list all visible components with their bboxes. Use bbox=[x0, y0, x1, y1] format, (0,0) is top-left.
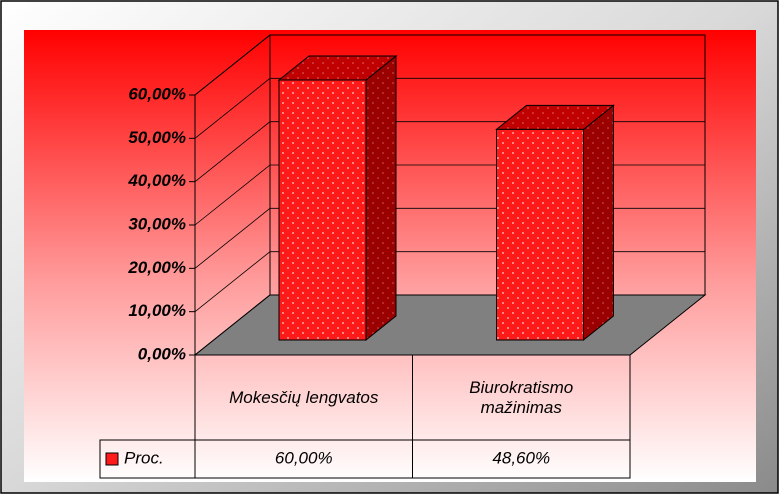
x-tick-label: Biurokratismo mažinimas bbox=[469, 377, 574, 417]
y-tick-label: 0,00% bbox=[138, 344, 186, 363]
bar bbox=[496, 128, 584, 341]
category-cell: Mokesčių lengvatos bbox=[229, 387, 379, 407]
y-tick-label: 40,00% bbox=[127, 171, 186, 190]
bar bbox=[278, 79, 367, 341]
data-label: 48,60% bbox=[492, 448, 550, 467]
bar-side bbox=[365, 54, 397, 342]
y-tick-label: 30,00% bbox=[128, 214, 186, 233]
category-cell: Biurokratismo mažinimas bbox=[469, 377, 574, 417]
y-tick-label: 50,00% bbox=[128, 128, 186, 147]
bar-side bbox=[583, 104, 614, 342]
data-label: 60,00% bbox=[275, 448, 333, 467]
table-cell bbox=[412, 439, 631, 479]
x-tick-label: Mokesčių lengvatos bbox=[229, 387, 379, 407]
floor bbox=[193, 294, 707, 356]
grid-line bbox=[194, 34, 705, 96]
legend-label: Proc. bbox=[124, 448, 164, 467]
legend-swatch bbox=[105, 452, 119, 466]
y-tick-label: 60,00% bbox=[128, 84, 186, 103]
y-tick-label: 20,00% bbox=[127, 258, 186, 277]
y-tick-label: 10,00% bbox=[128, 301, 186, 320]
grid-line bbox=[194, 77, 705, 139]
